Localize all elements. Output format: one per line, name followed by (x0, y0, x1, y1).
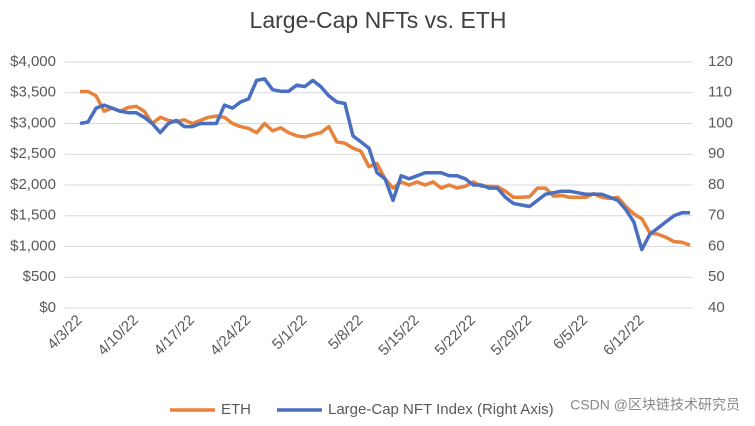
x-tick-label: 4/3/22 (44, 312, 86, 354)
series-line (79, 77, 690, 252)
y-tick-label: $0 (39, 299, 56, 316)
x-tick-label: 5/15/22 (375, 312, 422, 359)
y2-tick-label: 70 (708, 207, 725, 224)
watermark: CSDN @区块链技术研究员 (570, 397, 740, 413)
x-tick-label: 5/8/22 (325, 312, 367, 354)
x-tick-label: 5/22/22 (432, 312, 479, 359)
y2-tick-label: 80 (708, 176, 725, 193)
y-tick-label: $1,500 (10, 207, 56, 224)
legend-label: ETH (221, 401, 251, 418)
y-tick-label: $3,000 (10, 114, 56, 131)
y2-tick-label: 60 (708, 237, 725, 254)
y-tick-label: $3,500 (10, 84, 56, 101)
x-tick-label: 4/10/22 (94, 312, 141, 359)
y2-tick-label: 50 (708, 268, 725, 285)
chart-title: Large-Cap NFTs vs. ETH (250, 7, 507, 33)
y2-tick-label: 100 (708, 114, 733, 131)
legend-label: Large-Cap NFT Index (Right Axis) (328, 401, 554, 418)
series-line (80, 89, 691, 247)
y-tick-label: $500 (23, 268, 56, 285)
y2-tick-label: 40 (708, 299, 725, 316)
x-tick-label: 4/24/22 (207, 312, 254, 359)
y-tick-label: $4,000 (10, 53, 56, 70)
y2-tick-label: 90 (708, 145, 725, 162)
x-tick-label: 5/1/22 (269, 312, 311, 354)
x-tick-label: 6/12/22 (600, 312, 647, 359)
x-tick-label: 5/29/22 (488, 312, 535, 359)
y-tick-label: $2,000 (10, 176, 56, 193)
y2-tick-label: 120 (708, 53, 733, 70)
x-tick-label: 4/17/22 (151, 312, 198, 359)
x-tick-label: 6/5/22 (550, 312, 592, 354)
y-tick-label: $2,500 (10, 145, 56, 162)
y2-tick-label: 110 (708, 84, 732, 101)
y-tick-label: $1,000 (10, 237, 56, 254)
